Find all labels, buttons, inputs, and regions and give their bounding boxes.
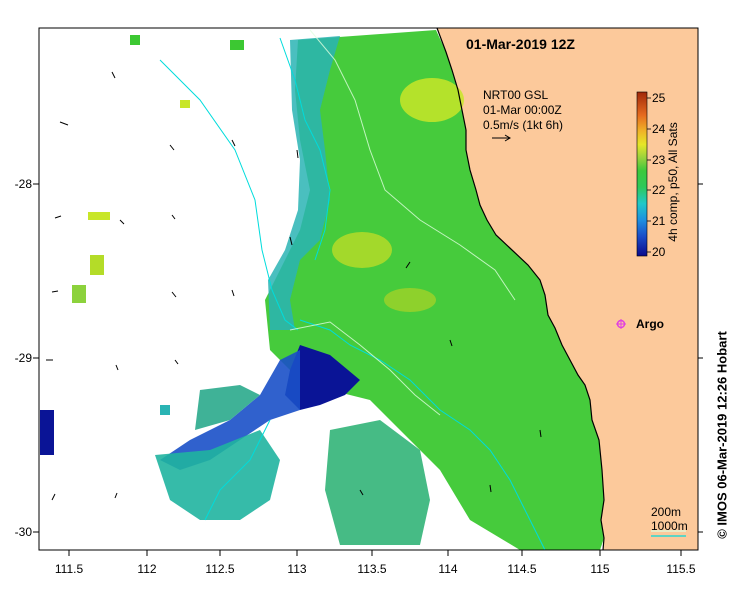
sst-blob-3 [72, 285, 86, 303]
product-info: NRT00 GSL 01-Mar 00:00Z 0.5m/s (1kt 6h) [483, 88, 563, 133]
map-title: 01-Mar-2019 12Z [466, 36, 575, 52]
product-name: NRT00 GSL [483, 88, 549, 102]
plot-frame [38, 27, 699, 551]
isobath-1000m [289, 321, 441, 416]
colorbar-ticks [647, 97, 651, 253]
colorbar-tick: 23 [652, 153, 666, 167]
sst-blob-6 [130, 35, 140, 45]
sst-south-patch-1 [155, 430, 280, 520]
sst-blob-2 [90, 255, 104, 275]
current-vectors [46, 71, 542, 501]
x-tick-label: 115.5 [666, 562, 696, 576]
argo-label: Argo [636, 317, 664, 331]
sst-south-patch-2 [325, 420, 430, 545]
sst-blob-4 [180, 100, 190, 108]
colorbar-tick: 25 [652, 91, 666, 105]
x-tick-label: 112.5 [205, 562, 235, 576]
x-tick-label: 111.5 [54, 562, 84, 576]
isobath-200m-label: 200m [651, 505, 682, 519]
sst-warm-patch-2 [332, 232, 392, 268]
product-time: 01-Mar 00:00Z [483, 103, 562, 117]
y-tick-label: -28 [14, 177, 32, 191]
river-line-1 [159, 59, 299, 331]
river-line-3 [299, 319, 546, 550]
coastline [436, 28, 605, 550]
colorbar-tick: 20 [652, 245, 666, 259]
sst-swath-cyan [268, 36, 340, 330]
colorbar [636, 91, 648, 257]
sst-cold-band [160, 350, 300, 470]
x-tick-label: 112 [137, 562, 157, 576]
land-area [437, 28, 698, 550]
axis-ticks [33, 183, 703, 556]
x-tick-label: 113.5 [357, 562, 387, 576]
sst-blob-7 [40, 410, 54, 455]
isobath-200m [309, 29, 516, 301]
sst-swath-main [265, 30, 604, 550]
sst-warm-patch-3 [384, 288, 436, 312]
x-tick-label: 114 [438, 562, 458, 576]
colorbar-tick-labels: 25 24 23 22 21 20 [652, 91, 676, 259]
y-tick-label: -29 [14, 351, 32, 365]
sst-blob-1 [88, 212, 110, 220]
x-tick-label: 114.5 [507, 562, 537, 576]
river-line-4 [204, 419, 271, 521]
isobath-1000m-label: 1000m [651, 519, 688, 533]
argo-marker [616, 319, 626, 329]
y-tick-label: -30 [14, 525, 32, 539]
x-tick-label: 113 [287, 562, 307, 576]
river-line-2 [279, 37, 331, 261]
sst-warm-patch-1 [400, 78, 464, 122]
sst-blob-5 [230, 40, 244, 50]
velocity-arrow [492, 134, 511, 142]
credit-text: © IMOS 06-Mar-2019 12:26 Hobart [714, 331, 730, 539]
colorbar-tick: 24 [652, 122, 666, 136]
colorbar-tick: 21 [652, 214, 666, 228]
sst-blob-8 [160, 405, 170, 415]
sst-cold-plume [285, 345, 360, 410]
sst-south-patch-3 [195, 385, 260, 430]
colorbar-label: 4h comp, p50, All Sats [666, 122, 680, 242]
x-tick-label: 115 [590, 562, 610, 576]
colorbar-tick: 22 [652, 183, 666, 197]
velocity-scale-label: 0.5m/s (1kt 6h) [483, 118, 564, 132]
